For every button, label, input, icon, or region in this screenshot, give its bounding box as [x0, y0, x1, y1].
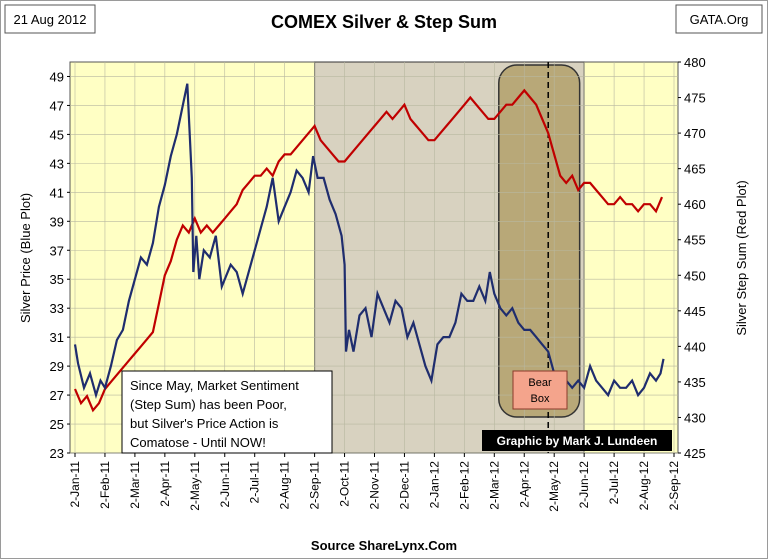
y-tick-label: 41	[50, 185, 64, 200]
y-tick-label: 23	[50, 446, 64, 461]
y-tick-label: 27	[50, 388, 64, 403]
y2-tick-label: 460	[684, 197, 706, 212]
bear-label-line-1: Bear	[528, 377, 552, 389]
x-tick-label: 2-Sep-12	[667, 461, 681, 511]
y2-tick-label: 430	[684, 410, 706, 425]
y-tick-label: 47	[50, 98, 64, 113]
date-label: 21 Aug 2012	[13, 12, 86, 27]
y2-tick-label: 440	[684, 339, 706, 354]
y2-tick-label: 475	[684, 91, 706, 106]
chart-title: COMEX Silver & Step Sum	[271, 12, 497, 32]
y2-tick-label: 480	[684, 55, 706, 70]
x-tick-label: 2-Apr-12	[517, 461, 531, 508]
bear-box-label: Bear Box	[512, 370, 568, 410]
note-line-4: Comatose - Until NOW!	[130, 435, 266, 450]
credit-text: Graphic by Mark J. Lundeen	[497, 434, 658, 448]
x-tick-label: 2-Aug-12	[637, 461, 651, 511]
x-tick-label: 2-Feb-11	[98, 461, 112, 509]
x-tick-label: 2-Jul-12	[607, 461, 621, 505]
bear-label-line-2: Box	[531, 393, 550, 405]
bear-box	[498, 64, 581, 418]
x-tick-label: 2-Jul-11	[248, 461, 262, 504]
date-box	[4, 4, 96, 34]
x-tick-label: 2-Jun-12	[577, 461, 591, 509]
x-tick-label: 2-Jun-11	[218, 461, 232, 508]
y-axis-left: 23 25 27 29 31 33 35 37 39 41 43 45 47 49	[50, 69, 70, 461]
credit-banner: Graphic by Mark J. Lundeen	[482, 430, 672, 451]
y2-tick-label: 465	[684, 162, 706, 177]
x-axis: 2-Jan-11 2-Feb-11 2-Mar-11 2-Apr-11 2-May-11…	[68, 453, 681, 512]
x-tick-label: 2-Dec-11	[397, 461, 411, 510]
y-tick-label: 31	[50, 330, 64, 345]
series-step-sum-line	[73, 88, 664, 413]
x-tick-label: 2-Feb-12	[457, 461, 471, 510]
footer-source: Source ShareLynx.Com	[311, 538, 457, 553]
y2-tick-label: 470	[684, 126, 706, 141]
y2-tick-label: 450	[684, 268, 706, 283]
y2-tick-label: 455	[684, 233, 706, 248]
x-tick-label: 2-Mar-11	[128, 461, 142, 509]
y-tick-label: 37	[50, 243, 64, 258]
x-tick-label: 2-Nov-11	[368, 461, 382, 510]
y-tick-label: 25	[50, 417, 64, 432]
y2-tick-label: 435	[684, 375, 706, 390]
note-line-2: (Step Sum) has been Poor,	[130, 397, 287, 412]
x-tick-label: 2-May-12	[547, 461, 561, 512]
x-tick-label: 2-May-11	[188, 461, 202, 511]
y-axis-right: 425 430 435 440 445 450 455 460 465 470 475 480	[678, 55, 706, 461]
y2-axis-title: Silver Step Sum (Red Plot)	[734, 180, 749, 335]
note-line-3: but Silver's Price Action is	[130, 416, 279, 431]
y-tick-label: 33	[50, 301, 64, 316]
x-tick-label: 2-Sep-11	[308, 461, 322, 510]
x-tick-label: 2-Jan-12	[427, 461, 441, 509]
y-tick-label: 29	[50, 359, 64, 374]
y2-tick-label: 445	[684, 304, 706, 319]
source-tag: GATA.Org	[690, 12, 749, 27]
note-line-1: Since May, Market Sentiment	[130, 378, 299, 393]
y-tick-label: 43	[50, 156, 64, 171]
y-tick-label: 49	[50, 69, 64, 84]
source-tag-box	[675, 4, 763, 34]
x-tick-label: 2-Jan-11	[68, 461, 82, 508]
y-tick-label: 39	[50, 214, 64, 229]
x-tick-label: 2-Oct-11	[338, 461, 352, 507]
x-tick-label: 2-Mar-12	[487, 461, 501, 510]
y-tick-label: 35	[50, 272, 64, 287]
x-tick-label: 2-Aug-11	[278, 461, 292, 510]
y-axis-title: Silver Price (Blue Plot)	[18, 193, 33, 323]
x-tick-label: 2-Apr-11	[158, 461, 172, 507]
note-box: Since May, Market Sentiment (Step Sum) h…	[121, 370, 333, 454]
y2-tick-label: 425	[684, 446, 706, 461]
y-tick-label: 45	[50, 127, 64, 142]
